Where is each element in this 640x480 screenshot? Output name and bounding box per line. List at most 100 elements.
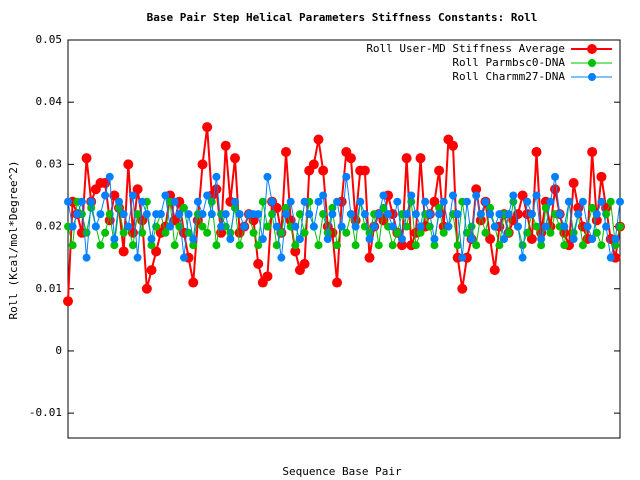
data-point	[291, 222, 300, 231]
data-point	[596, 171, 607, 182]
data-point	[592, 228, 601, 237]
data-point	[573, 202, 584, 213]
data-point	[518, 253, 527, 262]
data-point	[541, 203, 550, 212]
data-point	[588, 235, 597, 243]
data-point	[351, 241, 360, 250]
data-point	[249, 228, 258, 237]
data-point	[345, 153, 356, 164]
data-point	[323, 235, 332, 243]
data-point	[166, 222, 175, 231]
data-point	[141, 283, 152, 294]
data-point	[175, 222, 184, 231]
data-point	[119, 228, 128, 237]
data-point	[82, 228, 91, 237]
data-point	[318, 165, 329, 176]
data-point	[564, 197, 573, 206]
data-point	[467, 222, 476, 231]
data-point	[356, 197, 365, 206]
data-point	[109, 190, 120, 201]
y-tick-label: 0.02	[36, 220, 63, 233]
legend-label: Roll Parmbsc0-DNA	[452, 56, 565, 69]
data-point	[119, 210, 128, 219]
data-point	[416, 222, 425, 231]
data-point	[359, 165, 370, 176]
data-point	[161, 228, 170, 237]
data-point	[319, 191, 328, 200]
data-point	[481, 228, 490, 237]
data-point	[489, 265, 500, 276]
data-point	[229, 153, 240, 164]
y-tick-label: 0.05	[36, 33, 63, 46]
data-point	[193, 197, 202, 206]
y-axis-label: Roll (Kcal/mol*Degree^2)	[7, 161, 20, 320]
data-point	[82, 253, 91, 262]
data-point	[188, 277, 199, 288]
data-point	[253, 258, 264, 269]
data-point	[295, 210, 304, 219]
y-tick-label: 0.04	[36, 95, 63, 108]
data-point	[531, 146, 542, 157]
data-point	[500, 235, 509, 243]
data-point	[138, 197, 147, 206]
data-point	[504, 228, 513, 237]
data-point	[235, 241, 244, 250]
data-point	[587, 146, 598, 157]
data-point	[91, 222, 100, 231]
legend-label: Roll User-MD Stiffness Average	[366, 42, 565, 55]
data-point	[240, 222, 249, 231]
data-point	[537, 241, 546, 250]
data-point	[532, 222, 541, 231]
data-point	[364, 252, 375, 263]
data-point	[211, 184, 222, 195]
data-point	[546, 197, 555, 206]
data-point	[262, 271, 273, 282]
legend-marker	[588, 59, 596, 67]
data-point	[574, 210, 583, 219]
data-point	[429, 196, 440, 207]
data-point	[203, 191, 212, 200]
data-point	[517, 190, 528, 201]
data-point	[523, 197, 532, 206]
data-point	[415, 153, 426, 164]
data-point	[118, 246, 129, 257]
plot-frame	[67, 39, 621, 439]
data-point	[458, 253, 467, 262]
data-point	[374, 210, 383, 219]
data-point	[504, 210, 513, 219]
data-point	[105, 210, 114, 219]
data-point	[434, 165, 445, 176]
data-point	[537, 235, 546, 243]
data-point	[444, 222, 453, 231]
data-point	[309, 222, 318, 231]
data-point	[396, 240, 407, 251]
data-point	[546, 228, 555, 237]
data-point	[133, 210, 142, 219]
data-point	[230, 197, 239, 206]
data-point	[532, 191, 541, 200]
data-point	[263, 222, 272, 231]
data-point	[221, 210, 230, 219]
data-point	[314, 197, 323, 206]
data-point	[495, 241, 504, 250]
data-point	[133, 253, 142, 262]
data-point	[319, 210, 328, 219]
data-point	[101, 228, 110, 237]
data-point	[277, 253, 286, 262]
data-point	[453, 210, 462, 219]
data-point	[402, 210, 411, 219]
data-point	[518, 241, 527, 250]
data-point	[87, 197, 96, 206]
data-point	[393, 228, 402, 237]
data-point	[601, 202, 612, 213]
data-point	[68, 241, 77, 250]
data-point	[124, 222, 133, 231]
data-point	[597, 241, 606, 250]
data-point	[578, 197, 587, 206]
data-point	[379, 191, 388, 200]
data-point	[198, 222, 207, 231]
data-point	[374, 241, 383, 250]
data-point	[435, 210, 444, 219]
data-point	[397, 235, 406, 243]
